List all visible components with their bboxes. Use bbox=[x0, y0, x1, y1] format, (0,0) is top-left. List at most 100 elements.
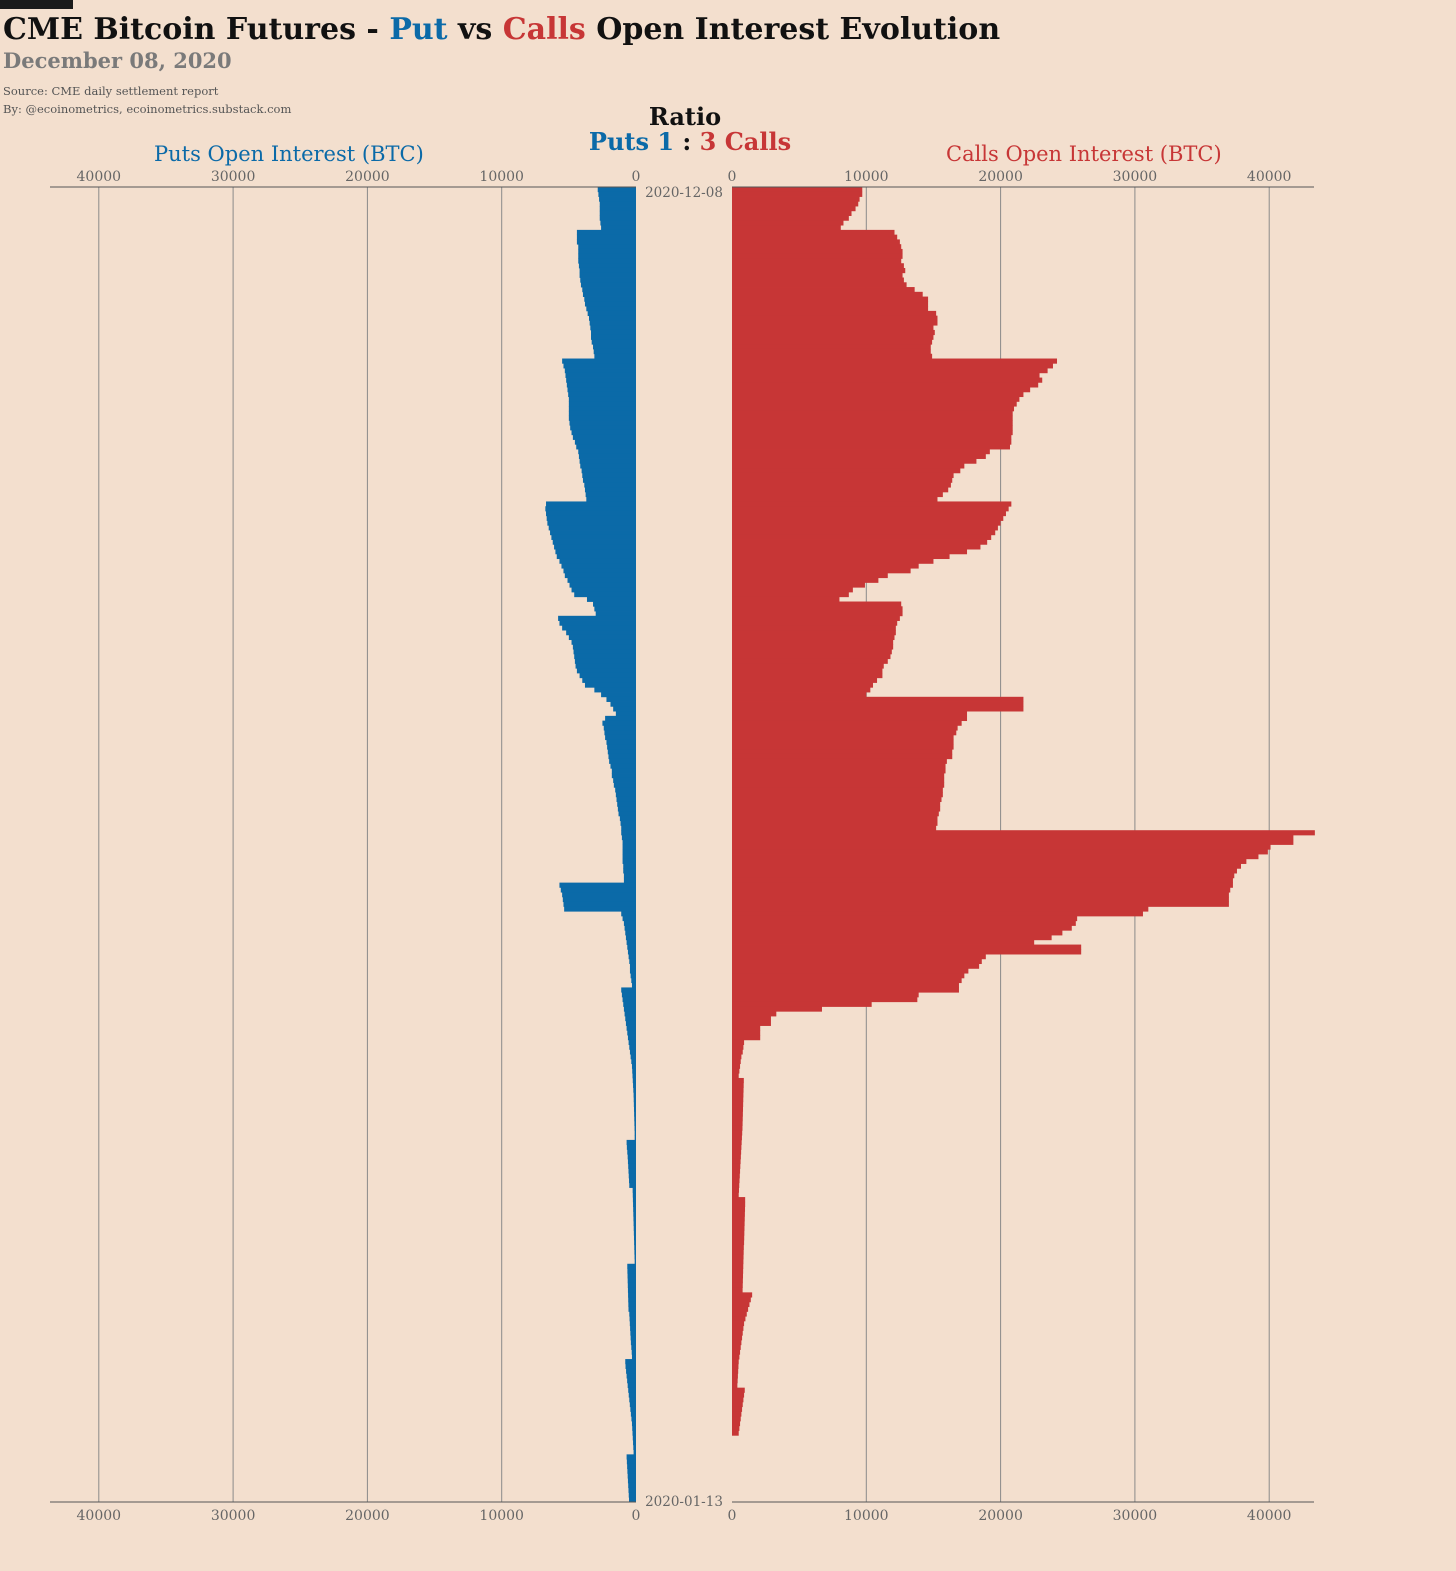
call-bar bbox=[732, 625, 896, 631]
call-bar bbox=[732, 1273, 744, 1279]
call-bar bbox=[732, 958, 982, 965]
put-bar bbox=[624, 925, 636, 931]
put-bar bbox=[597, 187, 636, 193]
put-bar bbox=[626, 1139, 636, 1146]
call-bar bbox=[732, 572, 888, 579]
put-bar bbox=[559, 882, 636, 888]
put-bar bbox=[576, 234, 636, 240]
call-bar bbox=[732, 1020, 771, 1026]
date-label-start: 2020-12-08 bbox=[645, 185, 723, 201]
call-bar bbox=[732, 815, 938, 822]
call-bar bbox=[732, 1168, 741, 1174]
put-bar bbox=[578, 244, 636, 250]
call-bar bbox=[732, 277, 904, 283]
call-bar bbox=[732, 1230, 745, 1236]
put-bar bbox=[632, 1073, 636, 1079]
puts-tick-label-top: 20000 bbox=[345, 169, 390, 185]
call-bar bbox=[732, 1344, 741, 1350]
call-bar bbox=[732, 534, 992, 540]
put-bar bbox=[545, 506, 636, 512]
call-bar bbox=[732, 363, 1053, 369]
call-bar bbox=[732, 1378, 738, 1384]
put-bar bbox=[559, 620, 636, 626]
puts-tick-label-bottom: 0 bbox=[632, 1508, 641, 1524]
call-bar bbox=[732, 525, 998, 531]
call-bar bbox=[732, 287, 915, 293]
call-bar bbox=[732, 1373, 738, 1379]
put-bar bbox=[627, 1149, 636, 1155]
call-bar bbox=[732, 225, 841, 231]
put-bar bbox=[594, 353, 636, 359]
call-bar bbox=[732, 1144, 742, 1150]
put-bar bbox=[602, 720, 636, 726]
put-bar bbox=[629, 1497, 636, 1503]
put-bar bbox=[594, 606, 636, 612]
call-bar bbox=[732, 1163, 741, 1169]
put-bar bbox=[591, 334, 636, 340]
put-bar bbox=[623, 868, 636, 874]
put-bar bbox=[631, 1344, 636, 1350]
call-bar bbox=[732, 291, 923, 297]
call-bar bbox=[732, 1063, 741, 1069]
put-bar bbox=[630, 1325, 636, 1331]
call-bar bbox=[732, 391, 1024, 398]
put-bar bbox=[574, 439, 636, 445]
call-bar bbox=[732, 701, 1024, 707]
put-bar bbox=[601, 692, 636, 698]
call-bar bbox=[732, 996, 918, 1003]
put-bar bbox=[621, 834, 636, 841]
put-bar bbox=[633, 1220, 636, 1227]
call-bar bbox=[732, 1406, 743, 1412]
put-bar bbox=[567, 387, 636, 393]
calls-tick-label-bottom: 0 bbox=[728, 1508, 737, 1524]
call-bar bbox=[732, 1058, 741, 1065]
call-bar bbox=[732, 1259, 744, 1265]
call-bar bbox=[732, 358, 1058, 364]
call-bar bbox=[732, 596, 840, 602]
put-bar bbox=[616, 796, 636, 803]
put-bar bbox=[578, 253, 636, 259]
put-bar bbox=[608, 753, 636, 760]
call-bar bbox=[732, 415, 1013, 421]
call-bar bbox=[732, 244, 902, 250]
call-bar bbox=[732, 720, 962, 726]
call-bar bbox=[732, 506, 1009, 512]
put-bar bbox=[633, 1225, 636, 1231]
put-bar bbox=[628, 1301, 636, 1308]
call-bar bbox=[732, 1354, 740, 1360]
put-bar bbox=[626, 1373, 636, 1379]
put-bar bbox=[579, 267, 636, 274]
call-bar bbox=[732, 1359, 739, 1365]
call-bar bbox=[732, 591, 849, 598]
call-bar bbox=[732, 1206, 746, 1212]
call-bar bbox=[732, 796, 942, 803]
calls-tick-label-bottom: 10000 bbox=[844, 1508, 889, 1524]
put-bar bbox=[607, 744, 636, 750]
put-bar bbox=[562, 358, 636, 364]
call-bar bbox=[732, 1263, 744, 1269]
put-bar bbox=[622, 839, 636, 845]
put-bar bbox=[630, 1411, 636, 1417]
put-bar bbox=[568, 634, 636, 641]
call-bar bbox=[732, 954, 986, 960]
call-bar bbox=[732, 1149, 742, 1155]
call-bar bbox=[732, 544, 981, 550]
put-bar bbox=[584, 482, 636, 488]
call-bar bbox=[732, 449, 990, 455]
call-bar bbox=[732, 1382, 738, 1389]
call-bar bbox=[732, 258, 902, 264]
put-bar bbox=[627, 1035, 636, 1041]
call-bar bbox=[732, 420, 1013, 426]
put-bar bbox=[572, 434, 636, 440]
puts-axis-title: Puts Open Interest (BTC) bbox=[154, 142, 424, 166]
put-bar bbox=[613, 706, 636, 712]
ratio-calls: 3 Calls bbox=[699, 127, 792, 156]
put-bar bbox=[622, 858, 636, 864]
calls-tick-label-top: 30000 bbox=[1113, 169, 1158, 185]
put-bar bbox=[562, 625, 636, 631]
call-bar bbox=[732, 582, 865, 588]
put-bar bbox=[627, 944, 636, 950]
put-bar bbox=[620, 820, 636, 826]
put-bar bbox=[627, 1282, 636, 1288]
date-label-end: 2020-01-13 bbox=[645, 1494, 723, 1510]
